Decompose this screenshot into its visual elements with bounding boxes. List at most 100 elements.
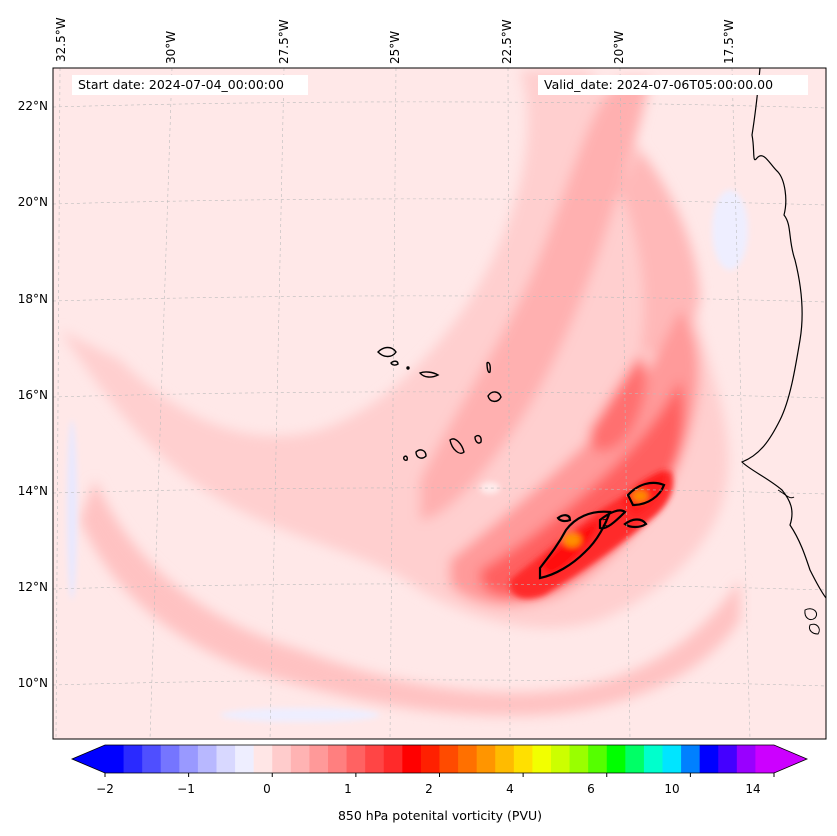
colorbar-segment xyxy=(718,745,738,773)
colorbar-segment xyxy=(179,745,199,773)
colorbar-segment xyxy=(606,745,626,773)
island-fogo xyxy=(415,449,427,459)
colorbar-segment xyxy=(383,745,403,773)
colorbar-segment xyxy=(142,745,162,773)
island-sal xyxy=(486,361,491,374)
lon-label-22-5w: 22.5°W xyxy=(500,19,514,64)
colorbar-segment xyxy=(290,745,310,773)
colorbar-segment xyxy=(755,745,775,773)
pv-contour-upper xyxy=(598,509,627,530)
valid-date-label: Valid_date: 2024-07-06T05:00:00.00 xyxy=(544,77,774,92)
senegal-river-mouth xyxy=(777,489,795,499)
colorbar-segment xyxy=(197,745,217,773)
cb-tick-label: −1 xyxy=(177,782,195,796)
lat-label-16: 16°N xyxy=(17,388,48,402)
colorbar-segment xyxy=(439,745,459,773)
colorbar-segment xyxy=(123,745,143,773)
pv-blue-patch-ne xyxy=(712,190,748,270)
africa-coastline xyxy=(740,68,826,599)
colorbar-title: 850 hPa potenital vorticity (PVU) xyxy=(337,808,543,823)
lat-label-10: 10°N xyxy=(17,676,48,690)
pv-contour-ne xyxy=(626,481,666,507)
colorbar-segment xyxy=(160,745,180,773)
cb-tick-label: 2 xyxy=(425,782,433,796)
lat-label-22: 22°N xyxy=(17,99,48,113)
pv-contour-small-2 xyxy=(623,518,648,529)
pv-blue-patch-south xyxy=(220,708,380,722)
pv-core-bright xyxy=(540,520,600,575)
pv-light-spot-1 xyxy=(480,482,500,494)
graticule xyxy=(53,68,826,739)
colorbar-segment xyxy=(346,745,366,773)
colorbar-segment xyxy=(328,745,348,773)
pv-contour-label: 2 xyxy=(602,518,608,529)
pv-contour-small-1 xyxy=(556,514,572,523)
lat-label-14: 14°N xyxy=(17,484,48,498)
colorbar-segment xyxy=(588,745,608,773)
lon-label-32-5w: 32.5°W xyxy=(54,17,68,62)
colorbar-segment xyxy=(420,745,440,773)
colorbar-segment xyxy=(495,745,515,773)
lon-label-30w: 30°W xyxy=(164,30,178,64)
colorbar-segment xyxy=(681,745,701,773)
pv-diagonal-band xyxy=(420,80,650,520)
cb-tick-label: 10 xyxy=(664,782,680,796)
island-santa-luzia xyxy=(406,366,410,370)
colorbar-segment xyxy=(216,745,236,773)
cb-tick-label: 14 xyxy=(745,782,761,796)
colorbar-segment xyxy=(513,745,533,773)
colorbar-segment xyxy=(662,745,682,773)
colorbar-segment xyxy=(272,745,292,773)
pv-peak-orange-2 xyxy=(632,490,648,502)
island-sao-vicente xyxy=(390,360,399,366)
colorbar-segment xyxy=(736,745,756,773)
cb-tick-label: 6 xyxy=(587,782,595,796)
pv-shading xyxy=(60,70,740,716)
island-brava xyxy=(403,455,408,461)
pv-arc-band xyxy=(80,480,740,716)
colorbar-segment xyxy=(365,745,385,773)
map-area: 2 xyxy=(53,68,826,739)
pv-blue-strip xyxy=(67,420,77,600)
island-boa-vista xyxy=(487,391,502,403)
colorbar-segment xyxy=(458,745,478,773)
island-maio xyxy=(474,434,482,444)
lon-label-25w: 25°W xyxy=(388,30,402,64)
start-date-label-box: Start date: 2024-07-04_00:00:00 xyxy=(72,75,308,95)
pv-max-region-outer xyxy=(450,310,699,606)
island-santo-antao xyxy=(377,346,397,358)
pv-2-contours xyxy=(538,481,666,580)
lon-label-17-5w: 17.5°W xyxy=(722,19,736,64)
pv-peak-orange-1 xyxy=(563,533,581,547)
colorbar-segment xyxy=(476,745,496,773)
island-sao-nicolau xyxy=(418,371,440,378)
colorbar-extend-low xyxy=(72,745,105,773)
map-frame xyxy=(52,67,827,740)
lat-label-18: 18°N xyxy=(17,292,48,306)
pv-max-region-mid xyxy=(480,380,684,598)
island-santiago xyxy=(449,438,465,454)
guinea-bissau-islands xyxy=(804,608,820,635)
colorbar-segment xyxy=(699,745,719,773)
start-date-label: Start date: 2024-07-04_00:00:00 xyxy=(78,77,284,92)
cb-tick-label: 4 xyxy=(506,782,514,796)
colorbar-segment xyxy=(551,745,571,773)
colorbar xyxy=(70,744,809,777)
cb-tick-label: 1 xyxy=(344,782,352,796)
colorbar-segment xyxy=(532,745,552,773)
cb-tick-label: −2 xyxy=(96,782,114,796)
pv-contour-main xyxy=(538,510,612,580)
colorbar-segment xyxy=(643,745,663,773)
pv-ridge-north xyxy=(590,355,647,452)
colorbar-extend-high xyxy=(774,745,807,773)
cb-tick-label: 0 xyxy=(263,782,271,796)
colorbar-segment xyxy=(253,745,273,773)
colorbar-segment xyxy=(309,745,329,773)
lon-label-27-5w: 27.5°W xyxy=(277,19,291,64)
colorbar-segment xyxy=(569,745,589,773)
colorbar-segment xyxy=(402,745,422,773)
lat-label-12: 12°N xyxy=(17,580,48,594)
colorbar-segment xyxy=(105,745,125,773)
lon-label-20w: 20°W xyxy=(612,30,626,64)
